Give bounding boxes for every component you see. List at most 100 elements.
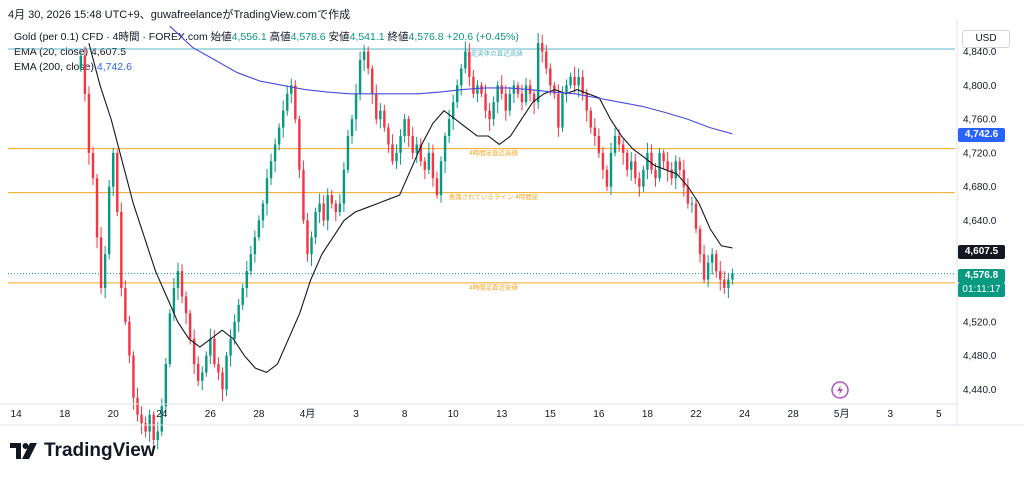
candle-body	[727, 279, 730, 288]
candle-body	[116, 152, 119, 212]
candle-body	[273, 144, 277, 162]
candle-body	[694, 203, 698, 229]
candle-body	[314, 212, 317, 238]
candle-body	[221, 372, 224, 390]
candle-body	[488, 110, 491, 120]
time-tick-label: 16	[593, 409, 605, 420]
snapshot-caption: 4月 30, 2026 15:48 UTC+9、guwafreelanceがTr…	[8, 9, 351, 21]
candle-body	[719, 271, 722, 280]
candle-body	[630, 161, 633, 170]
candle-body	[670, 169, 673, 179]
candle-body	[322, 203, 325, 221]
ema-layer	[88, 25, 733, 374]
bar-countdown-tag: 01:11:17	[958, 283, 1005, 297]
candle-body	[91, 152, 95, 179]
symbol-name[interactable]: Gold (per 0.1) CFD · 4時間 · FOREX.com	[14, 31, 208, 43]
candle-body	[492, 102, 495, 120]
candle-body	[233, 321, 236, 339]
candle-body	[201, 372, 204, 381]
candle-body	[520, 93, 524, 103]
candle-body	[298, 119, 301, 170]
flash-icon[interactable]	[831, 381, 849, 399]
candle-body	[715, 254, 718, 272]
candle-body	[237, 304, 240, 322]
level-label: 4時間足直近安値	[469, 282, 519, 291]
candle-body	[666, 161, 669, 170]
candle-body	[225, 355, 228, 390]
ohlc-close-label: 終値	[387, 31, 409, 43]
candle-body	[383, 110, 386, 128]
candle-body	[443, 136, 447, 162]
candle-body	[658, 152, 661, 179]
level-label: 日足実体の直近高値	[464, 49, 523, 58]
candle-body	[650, 152, 653, 170]
candle-body	[136, 397, 139, 415]
ohlc-open-label: 始値	[210, 31, 232, 43]
price-tick-label: 4,640.0	[963, 216, 997, 227]
candle-body	[286, 93, 289, 111]
candle-body	[411, 136, 414, 153]
candle-body	[103, 254, 107, 288]
candle-body	[710, 254, 714, 263]
candle-body	[638, 178, 641, 187]
candle-body	[654, 169, 657, 179]
level-label: 4時間足直近高値	[469, 148, 519, 157]
candle-body	[354, 93, 358, 120]
time-tick-label: 20	[108, 409, 120, 420]
time-tick-label: 4月	[300, 408, 316, 420]
candle-body	[561, 93, 564, 128]
candle-body	[334, 203, 338, 212]
candle-body	[682, 169, 686, 187]
candle-body	[447, 119, 451, 136]
candle-body	[625, 152, 629, 170]
price-tick-label: 4,480.0	[963, 351, 997, 362]
candle-body	[540, 43, 544, 52]
ohlc-high-label: 高値	[269, 31, 291, 43]
candle-body	[290, 85, 293, 94]
candle-body	[229, 338, 232, 356]
candle-body	[456, 85, 459, 103]
tradingview-logo-text: TradingView	[44, 440, 156, 461]
candle-body	[464, 51, 467, 69]
candle-body	[375, 93, 378, 120]
candle-body	[391, 144, 394, 162]
time-tick-label: 3	[353, 409, 359, 420]
candle-body	[601, 152, 605, 170]
time-tick-label: 26	[205, 409, 217, 420]
candle-body	[249, 254, 253, 272]
candle-body	[358, 60, 362, 94]
candle-body	[371, 68, 374, 94]
tradingview-logo[interactable]: TradingView	[10, 440, 156, 462]
candle-body	[362, 51, 366, 60]
candle-body	[164, 364, 168, 407]
ohlc-close: 4,576.8	[408, 31, 444, 43]
candle-body	[79, 55, 83, 69]
candle-body	[504, 93, 507, 111]
candle-body	[577, 76, 580, 86]
legend-ema200-row[interactable]: EMA (200, close) 4,742.6	[14, 60, 519, 75]
candle-body	[427, 152, 431, 170]
candle-body	[613, 136, 617, 153]
candle-body	[407, 119, 410, 136]
time-tick-label: 8	[402, 409, 408, 420]
candle-body	[205, 355, 208, 373]
candle-body	[294, 85, 297, 120]
candle-body	[213, 338, 216, 364]
candle-body	[253, 237, 257, 255]
candle-body	[196, 364, 200, 381]
candle-body	[144, 423, 147, 432]
price-tick-label: 4,800.0	[963, 81, 997, 92]
candle-body	[192, 338, 196, 364]
candle-body	[472, 76, 475, 94]
ohlc-low: 4,541.1	[349, 31, 385, 43]
candle-body	[589, 110, 592, 128]
candle-body	[241, 288, 244, 305]
time-tick-label: 5	[936, 409, 942, 420]
tradingview-logo-icon	[10, 443, 37, 459]
candle-body	[573, 76, 576, 86]
candles-layer	[79, 32, 734, 450]
candle-body	[545, 51, 548, 69]
currency-selector[interactable]: USD	[962, 30, 1010, 48]
